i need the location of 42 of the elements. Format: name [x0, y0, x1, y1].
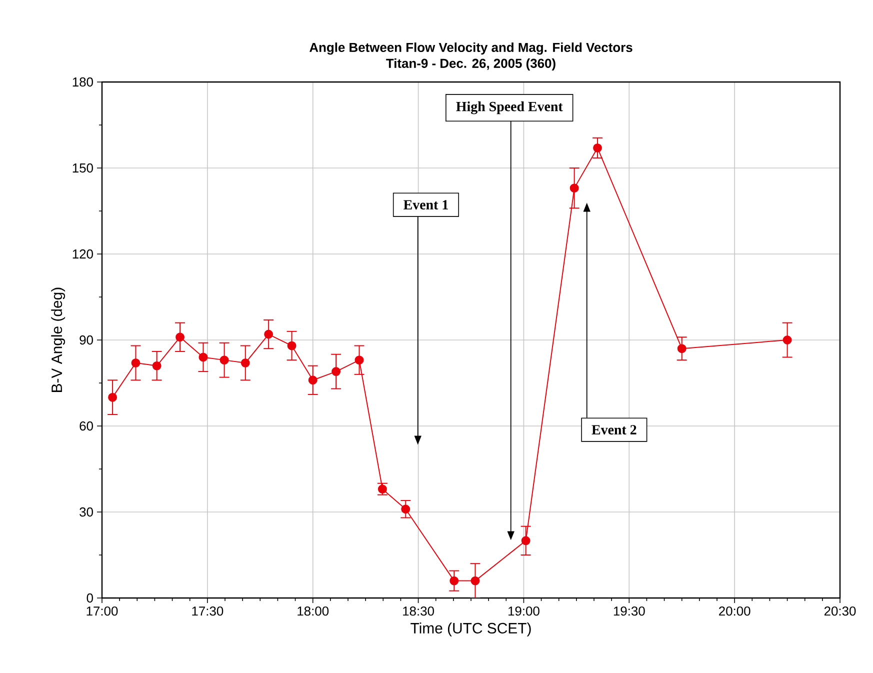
chart-subtitle: Titan-9 - Dec. 26, 2005 (360) — [386, 58, 556, 71]
y-tick-label: 30 — [80, 507, 93, 517]
point — [198, 352, 208, 362]
annotation: High Speed Event — [456, 101, 563, 114]
y-tick-label: 60 — [80, 421, 93, 431]
x-tick-label: 18:30 — [403, 606, 434, 616]
annotation: Event 1 — [404, 200, 448, 210]
point — [593, 143, 602, 152]
point — [782, 336, 792, 344]
point — [264, 330, 274, 339]
point — [470, 576, 480, 586]
point — [401, 504, 410, 514]
point — [677, 344, 686, 354]
y-tick-label: 90 — [80, 335, 93, 345]
point — [570, 184, 579, 193]
point — [152, 361, 162, 370]
x-tick-label: 17:00 — [86, 606, 118, 616]
point — [108, 392, 118, 402]
point — [131, 358, 140, 368]
point — [220, 356, 229, 365]
x-axis-title: Time (UTC SCET) — [410, 622, 531, 636]
point — [332, 367, 341, 376]
x-tick-label: 18:00 — [298, 606, 329, 616]
x-tick-label: 19:00 — [508, 606, 540, 616]
point — [176, 332, 185, 342]
y-tick-label: 120 — [72, 249, 93, 259]
annotation: Event 2 — [592, 425, 636, 434]
point — [521, 536, 530, 546]
y-axis-title: B-V Angle (deg) — [51, 288, 66, 392]
x-tick-label: 20:00 — [719, 606, 750, 616]
point — [354, 356, 364, 365]
point — [287, 341, 296, 350]
y-tick-label: 180 — [72, 77, 93, 87]
point — [240, 358, 250, 368]
y-tick-label: 150 — [72, 163, 93, 173]
y-tick-label: 0 — [86, 593, 93, 603]
x-tick-label: 20:30 — [824, 606, 856, 616]
x-tick-label: 17:30 — [192, 606, 224, 616]
point — [308, 376, 318, 385]
chart-title: Angle Between Flow Velocity and Mag. Field Vectors — [310, 42, 632, 55]
point — [450, 576, 459, 586]
x-tick-label: 19:30 — [614, 606, 645, 616]
